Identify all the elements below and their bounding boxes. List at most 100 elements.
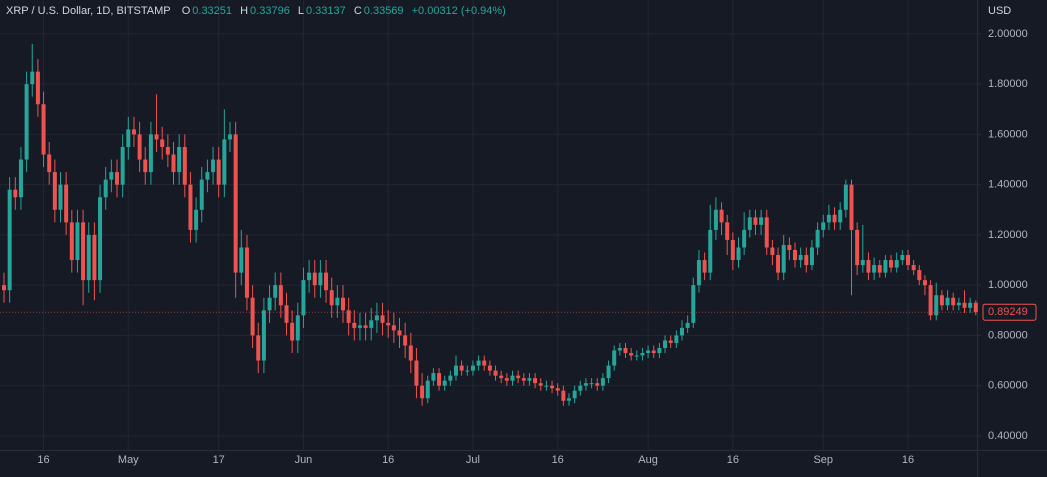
- candle-body: [753, 217, 758, 225]
- candle-body: [86, 234, 91, 281]
- candle-body: [956, 302, 961, 306]
- ohlc-label: H: [240, 5, 249, 17]
- ohlc-value: 0.33137: [306, 5, 346, 17]
- candle-body: [555, 388, 560, 391]
- candle-body: [849, 184, 854, 230]
- candle-body: [295, 315, 300, 341]
- candle-body: [544, 385, 549, 387]
- ohlc-label: L: [297, 5, 304, 17]
- candle-body: [589, 383, 594, 385]
- candle-body: [951, 297, 956, 306]
- candle-body: [600, 378, 605, 386]
- candle-body: [487, 365, 492, 371]
- candle-body: [69, 222, 74, 261]
- x-tick-label: 16: [552, 454, 564, 466]
- candle-body: [233, 134, 238, 273]
- candle-body: [832, 214, 837, 223]
- candle-body: [188, 184, 193, 230]
- candle-body: [894, 260, 899, 268]
- candle-body: [889, 260, 894, 268]
- candle-body: [290, 322, 295, 341]
- candle-body: [657, 347, 662, 354]
- ohlc-value: 0.33796: [250, 5, 290, 17]
- candle-body: [278, 285, 283, 306]
- candle-body: [244, 247, 249, 298]
- candle-body: [109, 172, 114, 180]
- candle-body: [482, 360, 487, 366]
- candle-body: [318, 272, 323, 286]
- candle-body: [685, 322, 690, 328]
- candle-body: [261, 310, 266, 361]
- candle-body: [205, 172, 210, 180]
- candle-body: [222, 139, 227, 185]
- candle-body: [301, 280, 306, 316]
- candle-body: [770, 247, 775, 256]
- x-tick-label: Jun: [295, 454, 313, 466]
- candle-body: [115, 172, 119, 185]
- candle-body: [324, 272, 329, 291]
- x-tick-label: 16: [902, 454, 914, 466]
- change: +0.00312 (+0.94%): [411, 5, 506, 17]
- candle-body: [634, 355, 639, 357]
- candle-body: [41, 104, 46, 155]
- candle-body: [533, 378, 538, 384]
- candle-body: [250, 297, 255, 336]
- candle-body: [98, 197, 103, 281]
- candle-body: [403, 335, 408, 346]
- x-tick-label: 16: [37, 454, 49, 466]
- candle-body: [838, 209, 843, 223]
- candle-body: [561, 390, 566, 401]
- candle-body: [329, 290, 334, 306]
- x-tick-label: May: [118, 454, 139, 466]
- x-tick-label: Jul: [466, 454, 480, 466]
- candle-body: [148, 134, 153, 173]
- candle-body: [211, 159, 216, 173]
- candle-body: [922, 280, 927, 286]
- y-tick-label: 2.00000: [988, 28, 1028, 40]
- candle-body: [92, 234, 97, 281]
- candle-body: [945, 297, 950, 306]
- candle-body: [284, 305, 289, 323]
- candle-body: [448, 375, 453, 381]
- candle-body: [465, 370, 470, 372]
- candle-body: [52, 172, 57, 210]
- candle-body: [804, 255, 809, 266]
- candle-body: [527, 378, 532, 381]
- candle-body: [239, 247, 244, 273]
- candle-body: [459, 365, 464, 371]
- candle-body: [58, 184, 63, 210]
- candle-body: [719, 209, 724, 223]
- candle-body: [357, 325, 362, 328]
- legend-header: XRP / U.S. Dollar, 1D, BITSTAMP O 0.33251…: [6, 5, 511, 17]
- candle-body: [821, 222, 826, 230]
- candle-body: [165, 146, 170, 155]
- candle-body: [708, 229, 713, 273]
- candle-body: [341, 297, 345, 311]
- candle-body: [374, 315, 379, 321]
- candle-body: [499, 375, 504, 379]
- candle-body: [872, 265, 877, 273]
- candle-body: [612, 350, 617, 366]
- candle-body: [228, 134, 232, 140]
- candle-body: [781, 244, 786, 273]
- candle-body: [538, 383, 543, 386]
- candle-body: [550, 385, 555, 389]
- x-tick-label: 17: [213, 454, 225, 466]
- candle-body: [414, 360, 419, 386]
- candle-body: [81, 222, 86, 281]
- candle-body: [764, 217, 769, 248]
- ohlc-value: 0.33251: [192, 5, 233, 17]
- candle-body: [776, 255, 781, 273]
- x-tick-label: Aug: [638, 454, 658, 466]
- candle-body: [199, 179, 204, 210]
- candle-body: [968, 302, 973, 308]
- candle-body: [877, 265, 882, 273]
- y-tick-label: 1.20000: [988, 229, 1028, 241]
- candle-body: [798, 255, 803, 261]
- candle-body: [397, 330, 402, 336]
- candle-body: [883, 260, 888, 273]
- x-tick-label: Sep: [813, 454, 833, 466]
- candle-body: [759, 217, 764, 225]
- candle-body: [171, 154, 176, 173]
- candle-body: [177, 146, 182, 173]
